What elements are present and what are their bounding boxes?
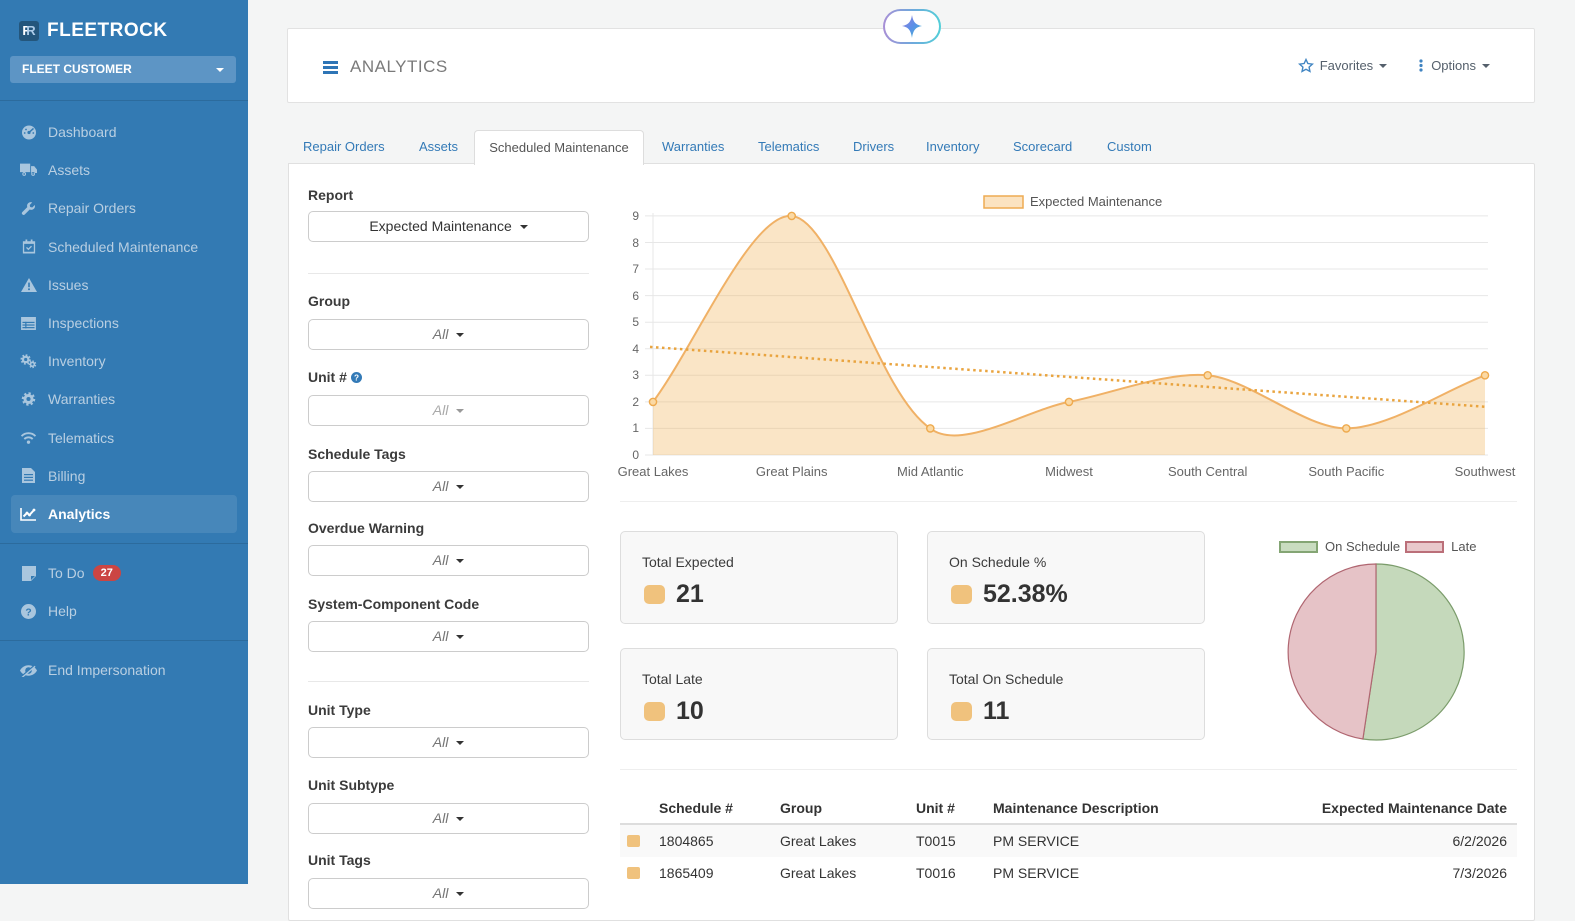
svg-text:Midwest: Midwest bbox=[1045, 464, 1093, 479]
svg-text:8: 8 bbox=[632, 236, 639, 250]
svg-text:Great Lakes: Great Lakes bbox=[618, 464, 689, 479]
svg-text:1: 1 bbox=[632, 421, 639, 435]
svg-text:0: 0 bbox=[632, 448, 639, 462]
svg-text:Mid Atlantic: Mid Atlantic bbox=[897, 464, 964, 479]
svg-text:6: 6 bbox=[632, 289, 639, 303]
svg-text:?: ? bbox=[354, 374, 359, 383]
svg-text:2: 2 bbox=[632, 395, 639, 409]
svg-text:3: 3 bbox=[632, 368, 639, 382]
svg-text:5: 5 bbox=[632, 315, 639, 329]
svg-text:Expected Maintenance: Expected Maintenance bbox=[1030, 194, 1162, 209]
svg-text:South Pacific: South Pacific bbox=[1308, 464, 1384, 479]
svg-text:South Central: South Central bbox=[1168, 464, 1248, 479]
svg-text:Southwest: Southwest bbox=[1455, 464, 1516, 479]
svg-text:9: 9 bbox=[632, 209, 639, 223]
svg-text:4: 4 bbox=[632, 342, 639, 356]
svg-text:?: ? bbox=[25, 607, 31, 618]
svg-text:7: 7 bbox=[632, 262, 639, 276]
svg-text:Great Plains: Great Plains bbox=[756, 464, 828, 479]
